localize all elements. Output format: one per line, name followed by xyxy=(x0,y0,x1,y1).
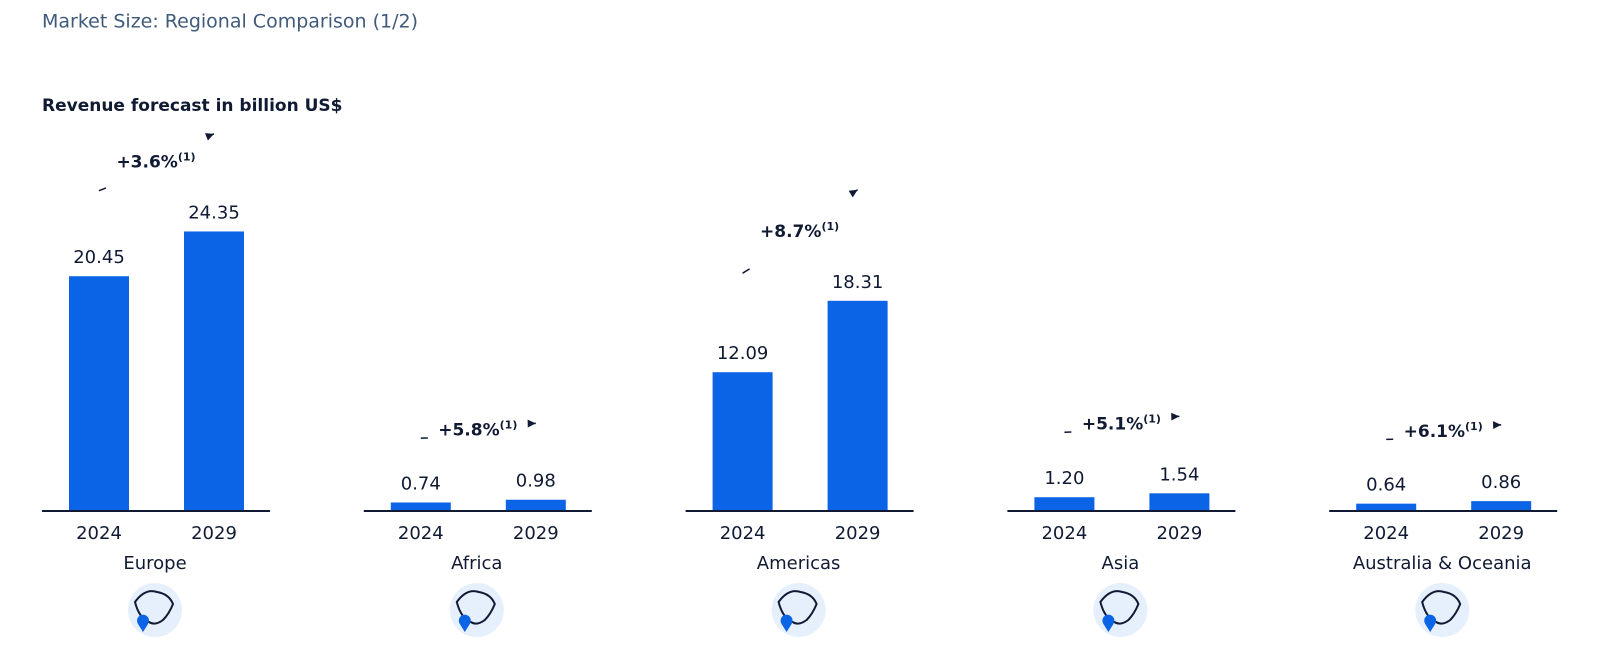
growth-arrow-tail xyxy=(742,268,750,274)
growth-arrow-head xyxy=(205,133,214,141)
growth-annotation: +3.6%(1) xyxy=(116,150,195,172)
bar xyxy=(184,231,244,511)
page-title: Market Size: Regional Comparison (1/2) xyxy=(42,11,418,33)
growth-value: +8.7% xyxy=(760,222,821,242)
x-tick-label: 2024 xyxy=(1363,523,1409,544)
growth-arrow-head xyxy=(1493,421,1502,429)
growth-arrow-head xyxy=(1171,412,1180,421)
x-tick-label: 2024 xyxy=(398,523,444,544)
growth-value: +5.1% xyxy=(1082,414,1143,434)
growth-note: (1) xyxy=(500,419,518,432)
x-tick-label: 2029 xyxy=(1478,523,1524,544)
growth-note: (1) xyxy=(1465,420,1483,433)
x-tick-label: 2029 xyxy=(191,523,237,544)
growth-value: +5.8% xyxy=(438,421,499,441)
bar xyxy=(1034,497,1095,511)
region-icon-pin xyxy=(1424,614,1437,632)
growth-value: +6.1% xyxy=(1404,422,1465,442)
x-tick-label: 2024 xyxy=(76,523,122,544)
growth-arrow-tail xyxy=(98,187,107,192)
region-label: Americas xyxy=(757,553,841,574)
bar xyxy=(1356,503,1417,511)
growth-value: +3.6% xyxy=(116,152,177,172)
region-icon-pin xyxy=(1102,614,1115,632)
value-label: 0.86 xyxy=(1481,472,1521,493)
value-label: 1.20 xyxy=(1044,468,1084,489)
bar xyxy=(712,372,773,511)
bar xyxy=(390,502,451,511)
region-label: Asia xyxy=(1102,553,1140,574)
growth-note: (1) xyxy=(821,220,839,233)
region-icon-pin xyxy=(458,614,471,632)
region-label: Australia & Oceania xyxy=(1353,553,1532,574)
value-label: 0.98 xyxy=(516,471,556,492)
growth-annotation: +5.8%(1) xyxy=(438,419,517,441)
bar xyxy=(505,499,566,511)
chart-subtitle: Revenue forecast in billion US$ xyxy=(42,96,343,116)
x-tick-label: 2024 xyxy=(720,523,766,544)
region-icon-pin xyxy=(137,614,149,632)
x-tick-label: 2029 xyxy=(835,523,881,544)
growth-annotation: +8.7%(1) xyxy=(760,220,839,242)
growth-annotation: +5.1%(1) xyxy=(1082,412,1161,434)
value-label: 20.45 xyxy=(73,247,125,268)
region-icon-pin xyxy=(780,614,793,632)
x-tick-label: 2029 xyxy=(513,523,559,544)
region-label: Europe xyxy=(123,553,186,574)
bar xyxy=(1149,493,1210,511)
value-label: 0.74 xyxy=(401,474,441,495)
value-label: 18.31 xyxy=(832,272,884,293)
x-tick-label: 2024 xyxy=(1041,523,1087,544)
x-tick-label: 2029 xyxy=(1156,523,1202,544)
value-label: 12.09 xyxy=(717,343,769,364)
bar xyxy=(827,300,888,511)
region-label: Africa xyxy=(451,553,502,574)
value-label: 1.54 xyxy=(1159,464,1199,485)
value-label: 0.64 xyxy=(1366,475,1406,496)
growth-arrow-head xyxy=(527,419,536,428)
value-label: 24.35 xyxy=(188,202,240,223)
bar xyxy=(69,276,129,511)
growth-note: (1) xyxy=(178,150,196,163)
growth-arrow-head xyxy=(848,189,858,198)
growth-annotation: +6.1%(1) xyxy=(1404,420,1483,442)
growth-note: (1) xyxy=(1143,412,1161,425)
bar xyxy=(1471,501,1532,511)
